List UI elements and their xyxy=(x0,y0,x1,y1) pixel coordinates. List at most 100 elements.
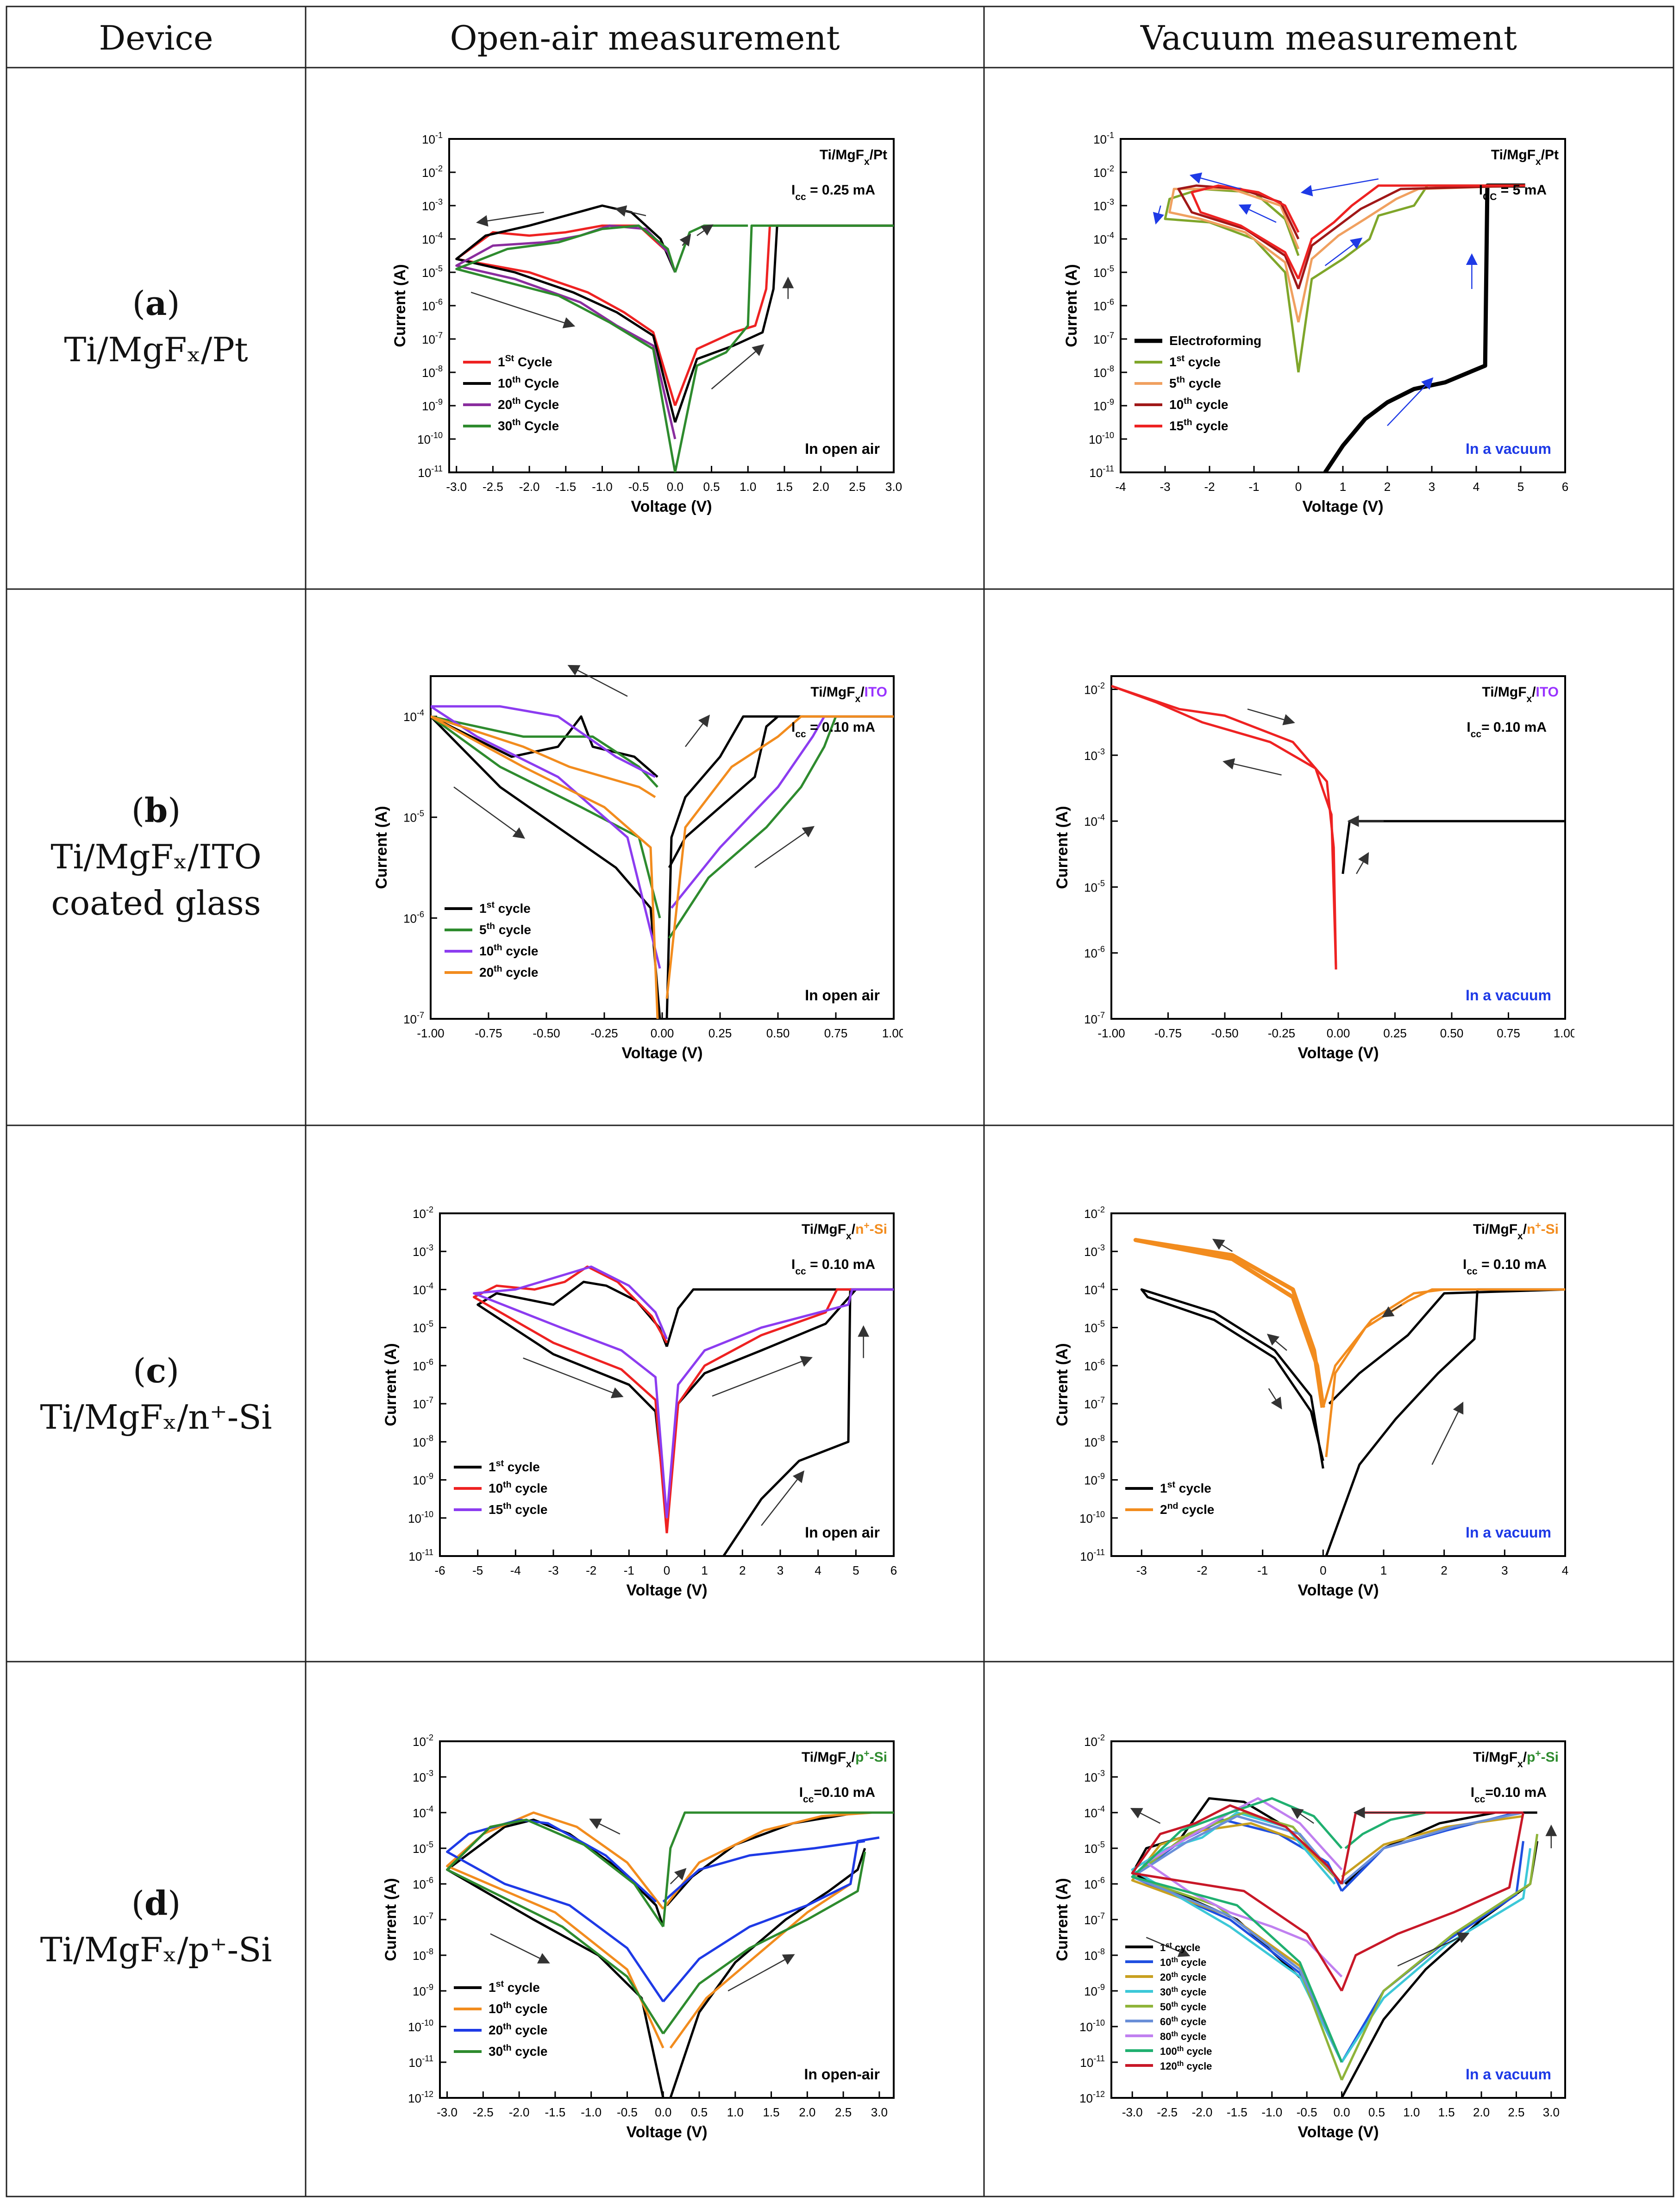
measurement-condition-label: In open air xyxy=(805,440,880,457)
legend-entry: 5th cycle xyxy=(1169,375,1221,390)
x-tick-label: 1.0 xyxy=(727,2105,744,2119)
x-tick-label: 2 xyxy=(1441,1563,1447,1577)
x-tick-label: -2.5 xyxy=(483,480,503,494)
x-tick-label: 2.5 xyxy=(849,480,865,494)
measurement-condition-label: In a vacuum xyxy=(1466,987,1551,1004)
x-tick-label: 0 xyxy=(664,1563,670,1577)
x-tick-label: -1.0 xyxy=(581,2105,602,2119)
y-tick-label: 10-11 xyxy=(1089,464,1114,480)
x-tick-label: -2 xyxy=(1197,1563,1207,1577)
y-tick-label: 10-4 xyxy=(413,1804,433,1820)
y-tick-label: 10-6 xyxy=(1084,1876,1105,1891)
y-tick-label: 10-5 xyxy=(422,264,443,280)
sweep-arrow xyxy=(712,1356,813,1397)
sweep-arrow xyxy=(679,233,691,247)
y-axis-label: Current (A) xyxy=(1063,264,1080,347)
device-name-line2: coated glass xyxy=(51,884,261,923)
sweep-arrow xyxy=(1431,1401,1464,1465)
series-line-lilac xyxy=(1145,1797,1343,1977)
series-line-black xyxy=(1341,1841,1539,2098)
y-tick-label: 10-2 xyxy=(1093,164,1114,180)
legend-entry: 10th cycle xyxy=(1160,1956,1206,1969)
x-tick-label: 6 xyxy=(890,1563,897,1577)
sweep-arrow xyxy=(1381,1304,1402,1318)
series-line-black xyxy=(1328,1288,1565,1405)
x-tick-label: 0.00 xyxy=(651,1026,674,1040)
legend-entry: 20th cycle xyxy=(479,964,539,979)
sweep-arrow xyxy=(523,1357,624,1399)
y-tick-label: 10-9 xyxy=(1084,1472,1105,1487)
series-line-lime xyxy=(1341,1833,1539,2081)
row-letter: d xyxy=(144,1883,168,1923)
sweep-arrow xyxy=(567,665,628,697)
sweep-arrow xyxy=(1268,1388,1282,1410)
sweep-arrow xyxy=(670,1868,687,1884)
series-line-green xyxy=(674,224,894,472)
x-tick-label: 1 xyxy=(1340,480,1346,494)
y-tick-label: 10-7 xyxy=(413,1395,433,1411)
measurement-condition-label: In open-air xyxy=(804,2066,880,2083)
series-line-orange xyxy=(662,1811,872,1910)
y-tick-label: 10-11 xyxy=(418,464,443,480)
series-line-navy xyxy=(1341,1811,1517,1892)
sweep-arrow xyxy=(1189,172,1241,190)
y-tick-label: 10-7 xyxy=(422,331,443,346)
y-tick-label: 10-2 xyxy=(1084,681,1105,697)
x-tick-label: 0.25 xyxy=(708,1026,732,1040)
x-tick-label: 2 xyxy=(739,1563,746,1577)
chart-title: Ti/MgFx/p+-Si xyxy=(1473,1748,1559,1770)
x-axis-label: Voltage (V) xyxy=(621,1044,702,1062)
chart-title: Ti/MgFx/Pt xyxy=(820,147,887,167)
x-tick-label: -0.25 xyxy=(590,1026,618,1040)
x-tick-label: 0.0 xyxy=(1333,2105,1350,2119)
row-letter: c xyxy=(146,1351,166,1390)
sweep-arrow xyxy=(1238,204,1277,223)
y-tick-label: 10-3 xyxy=(1084,1769,1105,1784)
x-tick-label: 5 xyxy=(853,1563,859,1577)
y-tick-label: 10-5 xyxy=(413,1319,433,1335)
y-tick-label: 10-12 xyxy=(1079,2090,1105,2105)
legend-entry: 50th cycle xyxy=(1160,2001,1206,2013)
y-tick-label: 10-5 xyxy=(413,1840,433,1856)
chart-title: Ti/MgFx/n+-Si xyxy=(1473,1220,1559,1242)
device-name: Ti/MgFₓ/Pt xyxy=(64,330,248,369)
y-tick-label: 10-11 xyxy=(1080,1548,1105,1563)
series-line-red xyxy=(455,224,677,406)
x-tick-label: -0.5 xyxy=(628,480,649,494)
sweep-arrow xyxy=(1153,205,1165,225)
x-tick-label: 0.25 xyxy=(1383,1026,1407,1040)
y-axis-label: Current (A) xyxy=(1053,1343,1071,1426)
measurement-condition-label: In open air xyxy=(805,987,880,1004)
x-tick-label: 2.0 xyxy=(1473,2105,1490,2119)
series-line-olive xyxy=(1297,184,1525,373)
x-tick-label: 3.0 xyxy=(885,480,902,494)
x-tick-label: -3.0 xyxy=(437,2105,458,2119)
series-line-green xyxy=(455,224,677,472)
compliance-current-label: Icc= 0.10 mA xyxy=(1467,720,1547,740)
compliance-current-label: Icc=0.10 mA xyxy=(799,1785,875,1805)
sweep-arrow xyxy=(761,1470,805,1526)
y-tick-label: 10-3 xyxy=(422,197,443,213)
series-line-orange xyxy=(1322,1288,1445,1408)
series-line-green xyxy=(662,1852,866,2034)
series-line-crimson xyxy=(1341,1812,1524,1991)
y-tick-label: 10-8 xyxy=(1093,364,1114,380)
y-tick-label: 10-1 xyxy=(422,131,443,146)
y-axis-label: Current (A) xyxy=(382,1343,400,1426)
y-tick-label: 10-4 xyxy=(422,231,443,246)
x-tick-label: -1 xyxy=(624,1563,634,1577)
measurement-condition-label: In a vacuum xyxy=(1466,440,1551,457)
sweep-arrow xyxy=(1324,238,1363,266)
series-line-black xyxy=(431,715,661,1019)
device-name: Ti/MgFₓ/ITO xyxy=(50,837,262,876)
x-tick-label: 1.0 xyxy=(1403,2105,1420,2119)
y-tick-label: 10-4 xyxy=(1084,1804,1105,1820)
y-tick-label: 10-2 xyxy=(413,1205,433,1221)
sweep-arrow xyxy=(476,212,544,227)
compliance-current-label: Icc = 0.25 mA xyxy=(791,182,875,202)
x-tick-label: -2.5 xyxy=(1157,2105,1178,2119)
x-tick-label: 5 xyxy=(1517,480,1524,494)
chart-c-vacuum: -3 -2 -1 0 1 2 3 4 10-11 10-10 10-9 10-8 10-7 10-6 10-… xyxy=(1053,1205,1568,1599)
compliance-current-label: Icc=0.10 mA xyxy=(1471,1785,1547,1805)
legend-entry: 30th cycle xyxy=(1160,1986,1206,1998)
